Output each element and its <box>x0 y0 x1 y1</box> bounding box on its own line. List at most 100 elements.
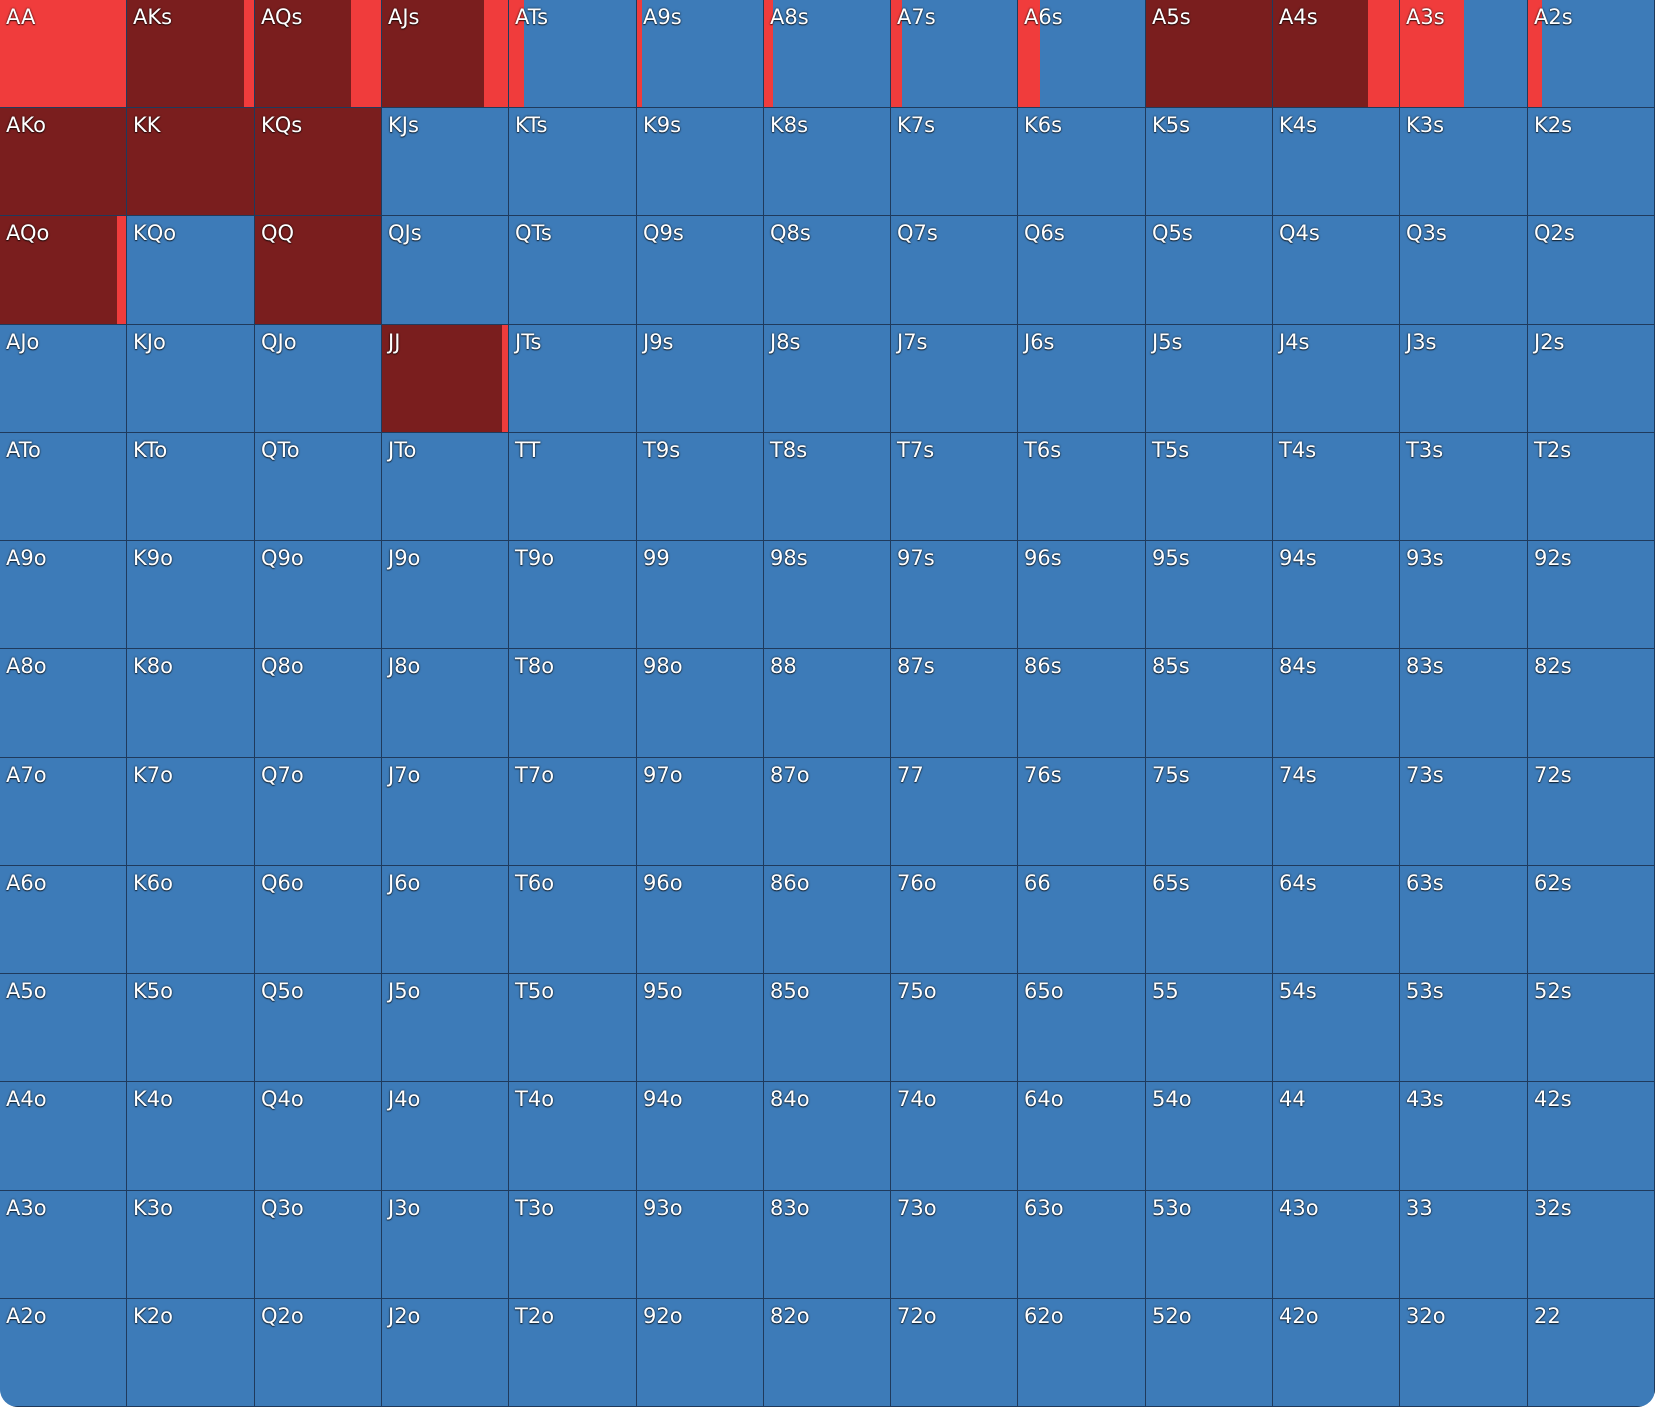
hand-cell-k4o[interactable]: K4o <box>127 1082 255 1191</box>
hand-cell-kto[interactable]: KTo <box>127 433 255 541</box>
hand-cell-k8o[interactable]: K8o <box>127 649 255 758</box>
hand-cell-t7s[interactable]: T7s <box>891 433 1018 541</box>
hand-cell-a7s[interactable]: A7s <box>891 0 1018 108</box>
hand-cell-76o[interactable]: 76o <box>891 866 1018 974</box>
hand-cell-aqs[interactable]: AQs <box>255 0 382 108</box>
hand-cell-65s[interactable]: 65s <box>1146 866 1273 974</box>
hand-cell-87s[interactable]: 87s <box>891 649 1018 758</box>
hand-cell-a5o[interactable]: A5o <box>0 974 127 1082</box>
hand-cell-33[interactable]: 33 <box>1400 1191 1528 1299</box>
hand-cell-t5o[interactable]: T5o <box>509 974 637 1082</box>
hand-cell-j5o[interactable]: J5o <box>382 974 509 1082</box>
hand-cell-a9s[interactable]: A9s <box>637 0 764 108</box>
hand-cell-jj[interactable]: JJ <box>382 325 509 433</box>
hand-cell-kjs[interactable]: KJs <box>382 108 509 216</box>
hand-cell-k6o[interactable]: K6o <box>127 866 255 974</box>
hand-cell-t2s[interactable]: T2s <box>1528 433 1655 541</box>
hand-cell-k2o[interactable]: K2o <box>127 1299 255 1407</box>
hand-cell-98s[interactable]: 98s <box>764 541 891 649</box>
hand-cell-74o[interactable]: 74o <box>891 1082 1018 1191</box>
hand-cell-93o[interactable]: 93o <box>637 1191 764 1299</box>
hand-cell-92s[interactable]: 92s <box>1528 541 1655 649</box>
hand-cell-ajs[interactable]: AJs <box>382 0 509 108</box>
hand-cell-73o[interactable]: 73o <box>891 1191 1018 1299</box>
hand-cell-j4s[interactable]: J4s <box>1273 325 1400 433</box>
hand-cell-tt[interactable]: TT <box>509 433 637 541</box>
hand-cell-j6s[interactable]: J6s <box>1018 325 1146 433</box>
hand-cell-t4o[interactable]: T4o <box>509 1082 637 1191</box>
hand-cell-a4s[interactable]: A4s <box>1273 0 1400 108</box>
hand-cell-ako[interactable]: AKo <box>0 108 127 216</box>
hand-cell-j3o[interactable]: J3o <box>382 1191 509 1299</box>
hand-cell-t5s[interactable]: T5s <box>1146 433 1273 541</box>
hand-cell-k5s[interactable]: K5s <box>1146 108 1273 216</box>
hand-cell-k9o[interactable]: K9o <box>127 541 255 649</box>
hand-cell-a9o[interactable]: A9o <box>0 541 127 649</box>
hand-cell-93s[interactable]: 93s <box>1400 541 1528 649</box>
hand-cell-j4o[interactable]: J4o <box>382 1082 509 1191</box>
hand-cell-94o[interactable]: 94o <box>637 1082 764 1191</box>
hand-cell-t7o[interactable]: T7o <box>509 758 637 866</box>
hand-cell-86s[interactable]: 86s <box>1018 649 1146 758</box>
hand-cell-t3s[interactable]: T3s <box>1400 433 1528 541</box>
hand-cell-63s[interactable]: 63s <box>1400 866 1528 974</box>
hand-cell-kts[interactable]: KTs <box>509 108 637 216</box>
hand-cell-a6o[interactable]: A6o <box>0 866 127 974</box>
hand-cell-j7s[interactable]: J7s <box>891 325 1018 433</box>
hand-cell-22[interactable]: 22 <box>1528 1299 1655 1407</box>
hand-cell-jts[interactable]: JTs <box>509 325 637 433</box>
hand-cell-ats[interactable]: ATs <box>509 0 637 108</box>
hand-cell-98o[interactable]: 98o <box>637 649 764 758</box>
hand-cell-85s[interactable]: 85s <box>1146 649 1273 758</box>
hand-cell-52s[interactable]: 52s <box>1528 974 1655 1082</box>
hand-cell-99[interactable]: 99 <box>637 541 764 649</box>
hand-cell-t9o[interactable]: T9o <box>509 541 637 649</box>
hand-cell-54s[interactable]: 54s <box>1273 974 1400 1082</box>
hand-cell-a3s[interactable]: A3s <box>1400 0 1528 108</box>
hand-cell-74s[interactable]: 74s <box>1273 758 1400 866</box>
hand-cell-q5o[interactable]: Q5o <box>255 974 382 1082</box>
hand-cell-84o[interactable]: 84o <box>764 1082 891 1191</box>
hand-cell-96o[interactable]: 96o <box>637 866 764 974</box>
hand-cell-72o[interactable]: 72o <box>891 1299 1018 1407</box>
hand-cell-t3o[interactable]: T3o <box>509 1191 637 1299</box>
hand-cell-a7o[interactable]: A7o <box>0 758 127 866</box>
hand-cell-a4o[interactable]: A4o <box>0 1082 127 1191</box>
hand-cell-55[interactable]: 55 <box>1146 974 1273 1082</box>
hand-cell-62s[interactable]: 62s <box>1528 866 1655 974</box>
hand-cell-66[interactable]: 66 <box>1018 866 1146 974</box>
hand-cell-76s[interactable]: 76s <box>1018 758 1146 866</box>
hand-cell-ato[interactable]: ATo <box>0 433 127 541</box>
hand-cell-97s[interactable]: 97s <box>891 541 1018 649</box>
hand-cell-q4o[interactable]: Q4o <box>255 1082 382 1191</box>
hand-cell-qjs[interactable]: QJs <box>382 216 509 325</box>
hand-cell-92o[interactable]: 92o <box>637 1299 764 1407</box>
hand-cell-83s[interactable]: 83s <box>1400 649 1528 758</box>
hand-cell-j9s[interactable]: J9s <box>637 325 764 433</box>
hand-cell-q4s[interactable]: Q4s <box>1273 216 1400 325</box>
hand-cell-a2o[interactable]: A2o <box>0 1299 127 1407</box>
hand-cell-32o[interactable]: 32o <box>1400 1299 1528 1407</box>
hand-cell-53o[interactable]: 53o <box>1146 1191 1273 1299</box>
hand-cell-83o[interactable]: 83o <box>764 1191 891 1299</box>
hand-cell-k7o[interactable]: K7o <box>127 758 255 866</box>
hand-cell-t2o[interactable]: T2o <box>509 1299 637 1407</box>
hand-cell-qq[interactable]: QQ <box>255 216 382 325</box>
hand-cell-k4s[interactable]: K4s <box>1273 108 1400 216</box>
hand-cell-j6o[interactable]: J6o <box>382 866 509 974</box>
hand-cell-63o[interactable]: 63o <box>1018 1191 1146 1299</box>
hand-cell-t8s[interactable]: T8s <box>764 433 891 541</box>
hand-cell-q2s[interactable]: Q2s <box>1528 216 1655 325</box>
hand-cell-aqo[interactable]: AQo <box>0 216 127 325</box>
hand-cell-qts[interactable]: QTs <box>509 216 637 325</box>
hand-cell-j7o[interactable]: J7o <box>382 758 509 866</box>
hand-cell-54o[interactable]: 54o <box>1146 1082 1273 1191</box>
hand-cell-94s[interactable]: 94s <box>1273 541 1400 649</box>
hand-cell-32s[interactable]: 32s <box>1528 1191 1655 1299</box>
hand-cell-j3s[interactable]: J3s <box>1400 325 1528 433</box>
hand-cell-kqo[interactable]: KQo <box>127 216 255 325</box>
hand-cell-44[interactable]: 44 <box>1273 1082 1400 1191</box>
hand-cell-q8o[interactable]: Q8o <box>255 649 382 758</box>
hand-cell-k6s[interactable]: K6s <box>1018 108 1146 216</box>
hand-cell-84s[interactable]: 84s <box>1273 649 1400 758</box>
